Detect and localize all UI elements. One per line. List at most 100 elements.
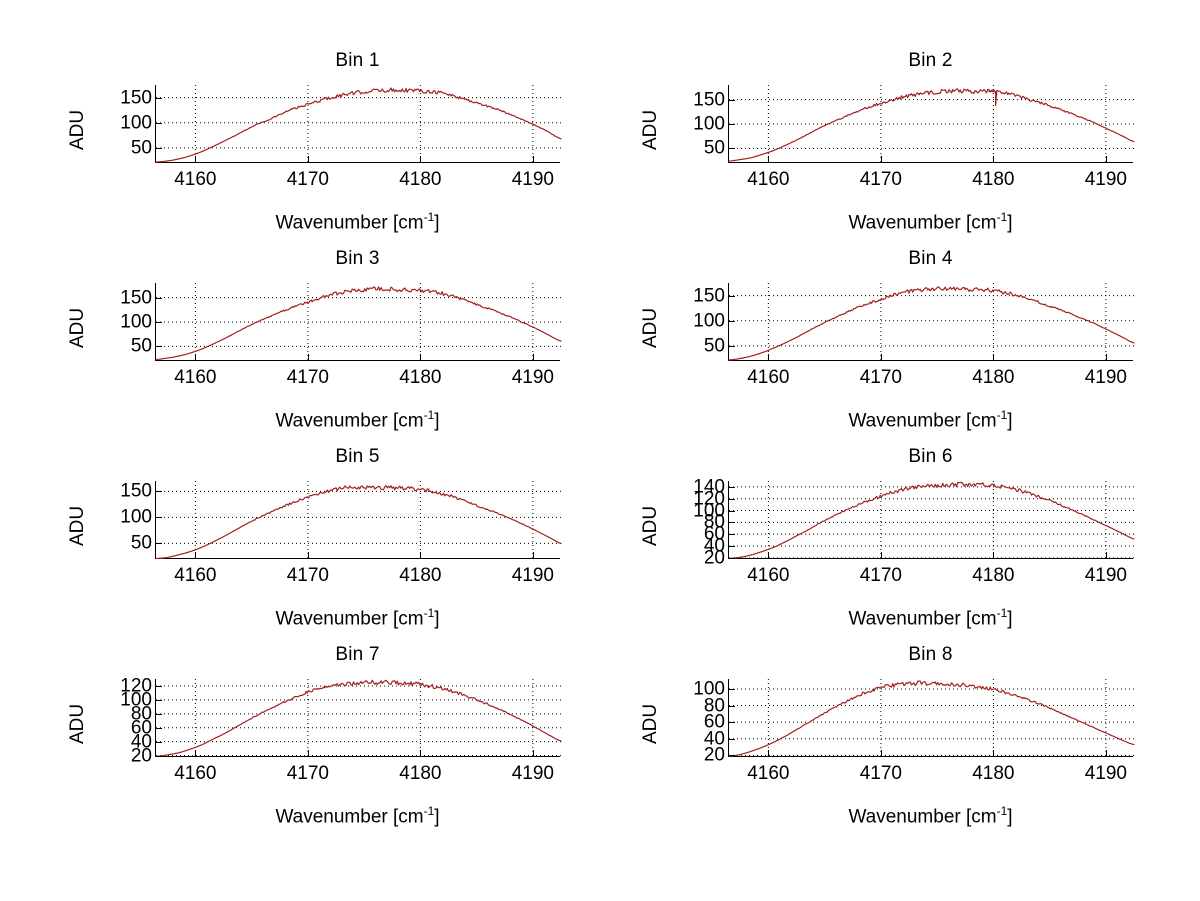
subplot-title: Bin 4: [908, 248, 953, 269]
y-tick-label: 60: [130, 717, 152, 739]
x-axis-label-bracket: ]: [434, 608, 440, 630]
x-tick-mark: [195, 750, 197, 756]
y-tick-label: 40: [703, 728, 725, 750]
y-tick-mark: [156, 741, 162, 743]
x-tick-mark: [993, 354, 995, 360]
x-tick-label: 4170: [286, 565, 330, 586]
y-tick-mark: [729, 148, 735, 150]
y-tick-label: 40: [130, 731, 152, 753]
x-tick-label: 4170: [859, 367, 903, 388]
y-tick-mark: [156, 713, 162, 715]
x-tick-mark: [993, 552, 995, 558]
y-tick-mark: [729, 295, 735, 297]
x-tick-label: 4160: [174, 367, 217, 388]
y-tick-label: 20: [130, 745, 152, 767]
x-tick-label: 4160: [747, 367, 790, 388]
x-tick-mark: [768, 156, 770, 162]
x-tick-label: 4160: [747, 169, 790, 190]
y-tick-label: 40: [703, 535, 725, 557]
subplot-title: Bin 1: [335, 50, 380, 71]
x-tick-label: 4160: [174, 565, 217, 586]
x-tick-mark: [307, 552, 309, 558]
plot-area: [155, 679, 562, 757]
y-tick-mark: [729, 124, 735, 125]
y-tick-mark: [729, 522, 735, 524]
y-tick-mark: [729, 498, 735, 500]
plot-area: [728, 283, 1135, 361]
x-axis-label: Wavenumber [cm-1]: [155, 606, 560, 630]
y-tick-mark: [729, 320, 735, 322]
spectrum-curve: [155, 679, 562, 757]
spectrum-curve: [155, 87, 562, 163]
subplot-bin-2: Bin 2 ADU 50 100 150 4160 4170 4180 4190 Wavenumb…: [628, 50, 1173, 238]
spectrum-curve: [155, 286, 562, 361]
subplot-bin-4: Bin 4 ADU 50 100 150 4160 4170 4180 4190 Wavenumb…: [628, 248, 1173, 436]
axes-box: 50 100 150 4160 4170 4180 4190: [120, 85, 562, 189]
x-tick-label: 4170: [859, 169, 903, 190]
x-tick-mark: [532, 354, 534, 360]
y-tick-mark: [729, 510, 735, 512]
x-axis-label-main: Wavenumber [cm: [275, 410, 424, 432]
y-tick-label: 140: [693, 476, 725, 498]
plot-area: [155, 283, 562, 361]
y-tick-label: 50: [130, 137, 152, 159]
x-tick-label: 4180: [399, 169, 442, 190]
x-axis-label-exponent: -1: [996, 804, 1008, 818]
y-tick-mark: [156, 122, 162, 124]
x-tick-mark: [307, 750, 309, 756]
y-tick-label: 50: [703, 137, 725, 159]
y-tick-label: 150: [693, 89, 725, 111]
y-tick-label: 80: [130, 703, 152, 725]
x-tick-label: 4190: [1084, 367, 1128, 388]
x-axis-label-main: Wavenumber [cm: [275, 608, 424, 630]
y-tick-label: 150: [693, 285, 725, 307]
plot-area: [728, 679, 1135, 757]
x-tick-label: 4160: [747, 565, 790, 586]
y-tick-label: 80: [703, 511, 725, 533]
y-tick-mark: [156, 97, 162, 99]
y-tick-mark: [729, 534, 735, 536]
x-tick-mark: [420, 552, 422, 558]
x-tick-mark: [532, 750, 534, 756]
x-tick-mark: [420, 354, 422, 360]
y-axis-label: ADU: [640, 505, 661, 546]
y-tick-mark: [729, 99, 735, 101]
y-tick-label: 100: [693, 678, 725, 700]
x-tick-label: 4180: [972, 367, 1015, 388]
subplot-bin-3: Bin 3 ADU 50 100 150 4160 4170 4180 4190 Wavenumb…: [55, 248, 600, 436]
x-axis-label-bracket: ]: [434, 212, 440, 234]
subplot-bin-8: Bin 8 ADU 20 40 60 80 100 4160 4170 4180 4190 Waven…: [628, 644, 1173, 832]
x-tick-label: 4190: [511, 367, 555, 388]
y-axis-label: ADU: [640, 109, 661, 150]
y-tick-label: 60: [703, 523, 725, 545]
y-tick-label: 150: [120, 287, 152, 309]
spectrum-curve: [728, 481, 1135, 560]
x-tick-mark: [1105, 156, 1107, 162]
x-tick-label: 4160: [747, 763, 790, 784]
x-axis-label-bracket: ]: [434, 806, 440, 828]
x-tick-label: 4190: [1084, 565, 1128, 586]
x-tick-mark: [880, 750, 882, 756]
axes-box: 50 100 150 4160 4170 4180 4190: [120, 283, 562, 387]
y-tick-label: 150: [120, 480, 152, 502]
x-tick-mark: [880, 354, 882, 360]
axes-box: 20 40 60 80 100 120 140 4160 4170 4180 4190: [693, 477, 1135, 585]
x-tick-label: 4170: [286, 169, 330, 190]
axes-box: 50 100 150 4160 4170 4180 4190: [693, 283, 1135, 387]
x-tick-mark: [420, 156, 422, 162]
plot-area: [155, 481, 562, 560]
axes-box: 50 100 150 4160 4170 4180 4190: [120, 481, 562, 585]
subplot-title: Bin 3: [335, 248, 380, 269]
x-tick-mark: [880, 156, 882, 162]
spectrum-curve: [728, 88, 1135, 162]
x-axis-label-bracket: ]: [1007, 410, 1013, 432]
x-tick-label: 4180: [399, 565, 442, 586]
x-tick-mark: [768, 354, 770, 360]
y-tick-label: 100: [120, 311, 152, 333]
y-tick-label: 20: [703, 744, 725, 766]
x-axis-label: Wavenumber [cm-1]: [155, 804, 560, 828]
y-tick-label: 100: [693, 310, 725, 332]
y-tick-mark: [156, 297, 162, 299]
y-axis-label: ADU: [67, 505, 88, 546]
